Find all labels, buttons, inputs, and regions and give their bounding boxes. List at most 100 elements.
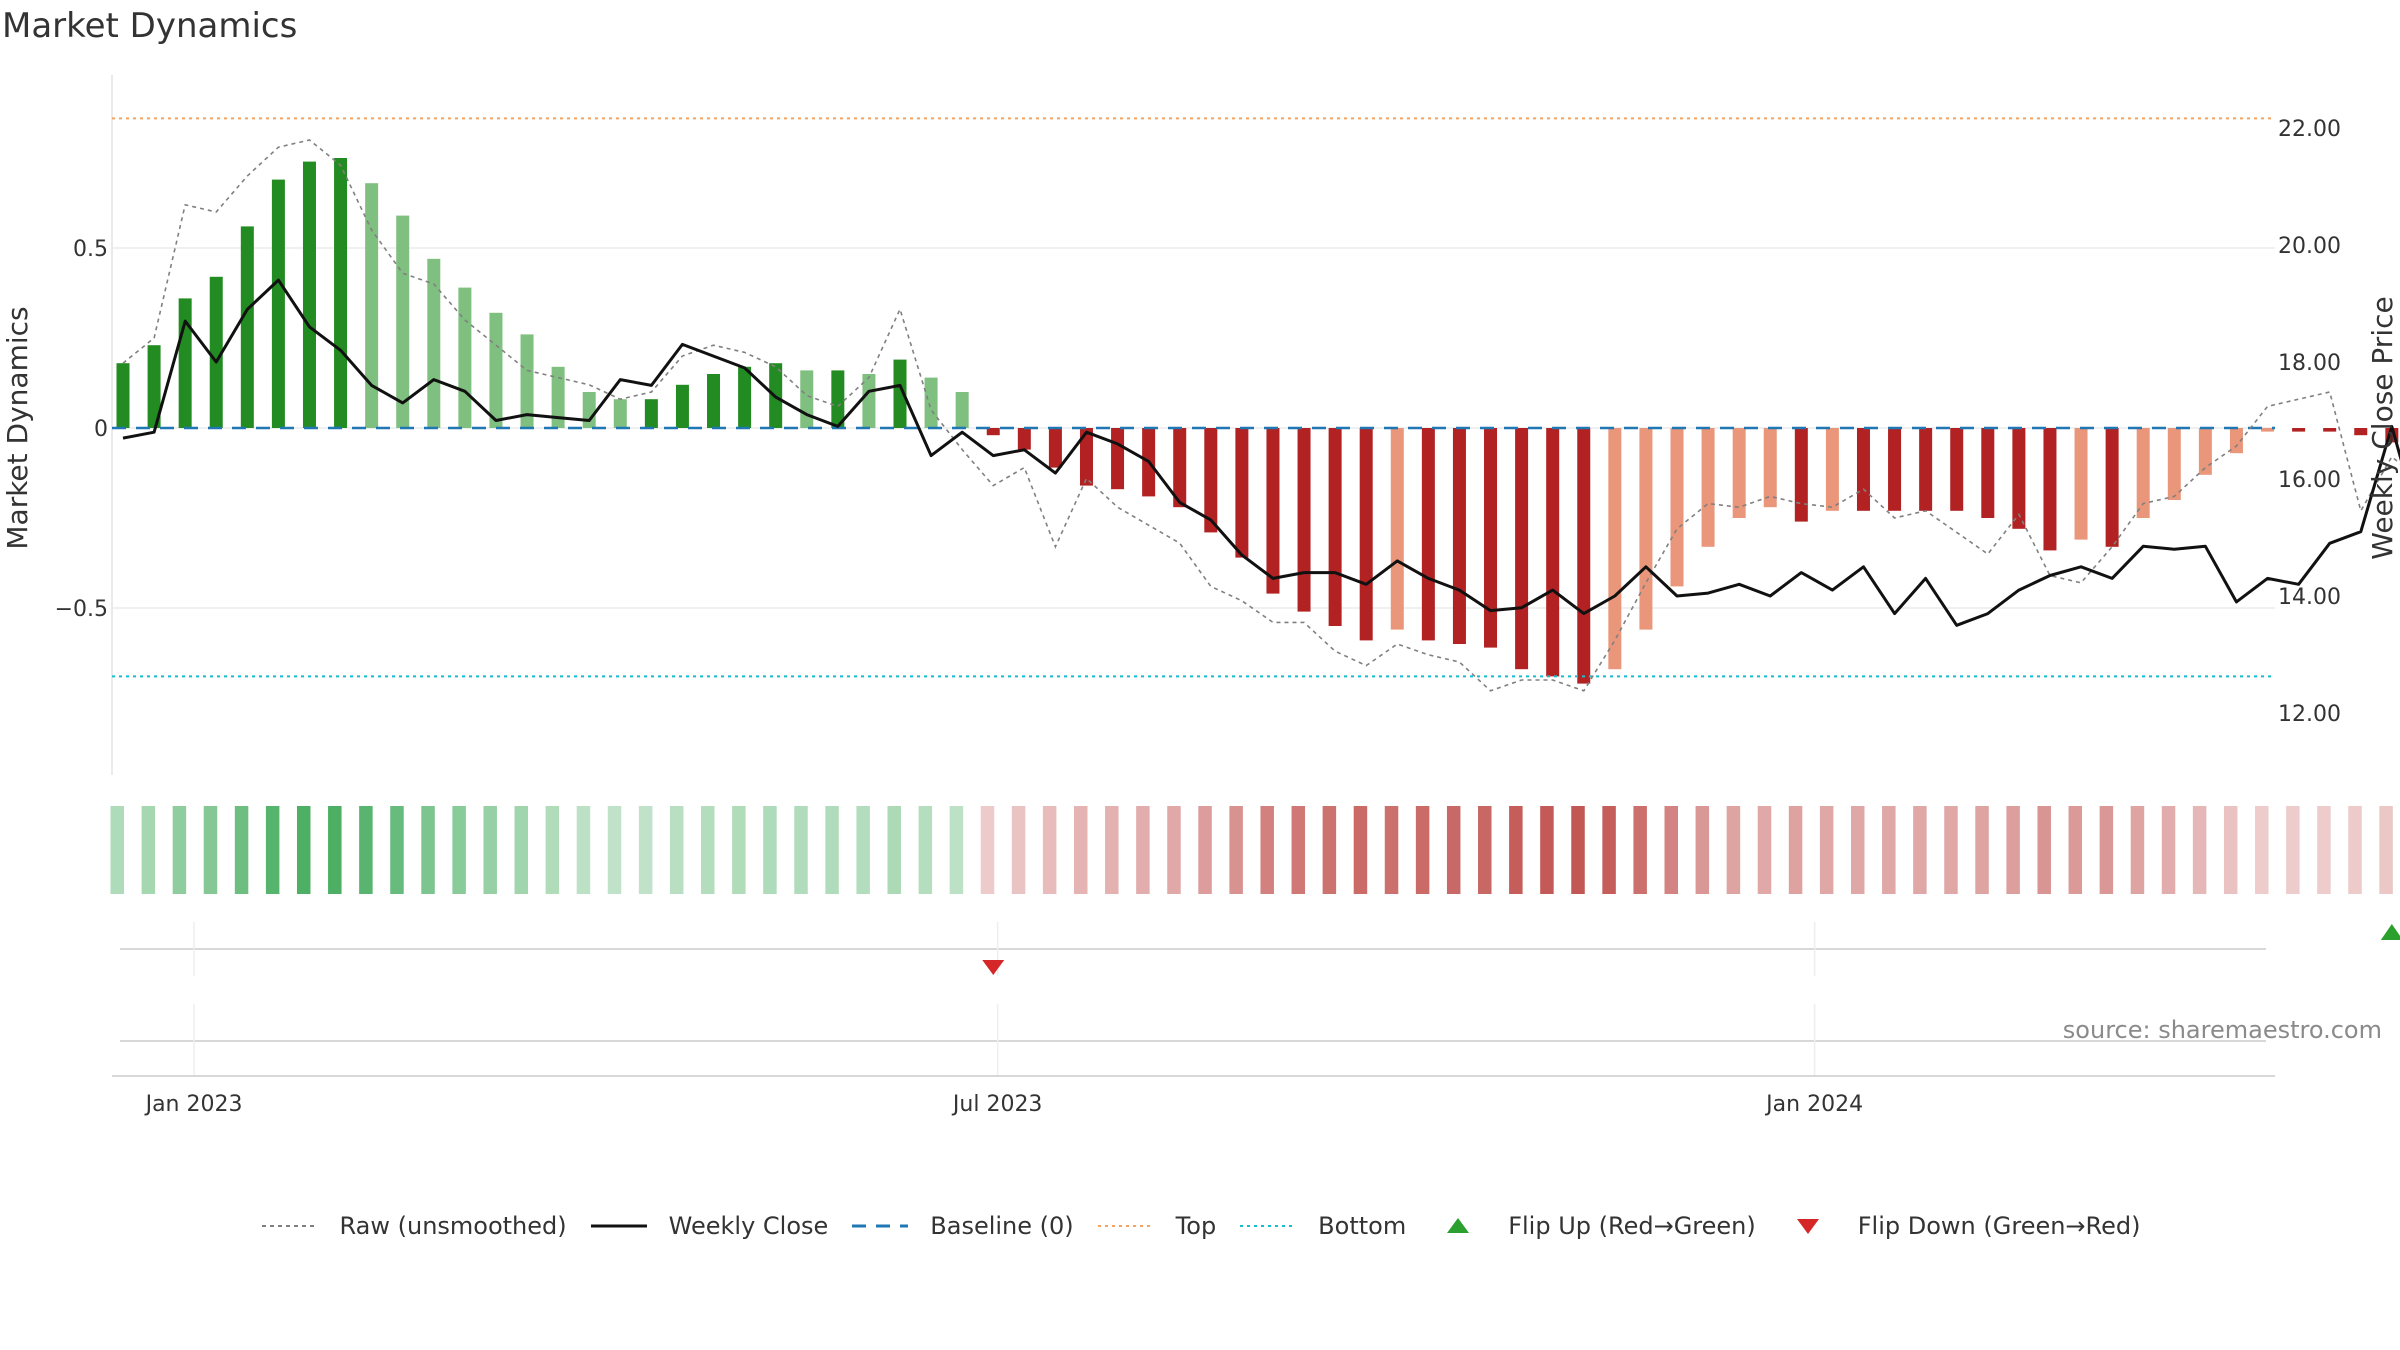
histogram-bar <box>2167 428 2181 500</box>
histogram-bar <box>1515 428 1529 670</box>
histogram-bar <box>365 183 379 428</box>
regime-cell <box>856 806 870 894</box>
chart-title: Market Dynamics <box>2 6 298 46</box>
legend-label-baseline: Baseline (0) <box>930 1212 1074 1240</box>
regime-cell <box>2068 806 2083 894</box>
regime-cell <box>1260 806 1274 894</box>
regime-cell <box>234 806 249 894</box>
legend-item-bottom: Bottom <box>1238 1212 1406 1240</box>
histogram-bar <box>1390 428 1404 630</box>
regime-cell <box>732 806 746 894</box>
legend-swatch-top <box>1096 1216 1166 1236</box>
series-lines <box>122 139 2400 692</box>
y2-tick-label: 18.00 <box>2278 351 2341 376</box>
regime-cell <box>1478 806 1492 894</box>
histogram-bar <box>147 345 161 428</box>
histogram-bar <box>2354 428 2368 436</box>
bottom-panel <box>120 1004 2266 1076</box>
regime-cell <box>390 806 404 894</box>
histogram-bar <box>986 428 1000 436</box>
regime-cell <box>576 806 591 894</box>
histogram-bar <box>1608 428 1622 670</box>
y2-tick-label: 12.00 <box>2278 702 2341 727</box>
histogram-bar <box>707 374 721 428</box>
regime-cell <box>2006 806 2020 894</box>
histogram-bar <box>1266 428 1280 594</box>
legend-item-flip_down: Flip Down (Green→Red) <box>1778 1212 2141 1240</box>
y-axis-title: Market Dynamics <box>1 306 34 549</box>
regime-cell <box>607 806 622 894</box>
regime-cell <box>2099 806 2114 894</box>
histogram-bar <box>1981 428 1995 518</box>
histogram-bar <box>1670 428 1684 587</box>
histogram-bar <box>1639 428 1653 630</box>
histogram-bar <box>1079 428 1093 486</box>
regime-cell <box>1042 806 1057 894</box>
legend-item-raw: Raw (unsmoothed) <box>260 1212 567 1240</box>
legend-item-top: Top <box>1096 1212 1217 1240</box>
regime-cell <box>1198 806 1212 894</box>
histogram-bar <box>1577 428 1591 684</box>
regime-cell <box>265 806 280 894</box>
histogram-bar <box>1204 428 1218 533</box>
histogram-bar <box>613 399 627 428</box>
legend-item-close: Weekly Close <box>589 1212 828 1240</box>
histogram-bar <box>1856 428 1870 511</box>
regime-cell <box>1664 806 1678 894</box>
histogram-bar <box>1794 428 1808 522</box>
regime-cell <box>1695 806 1710 894</box>
regime-cell <box>172 806 187 894</box>
histogram-bar <box>2261 428 2275 432</box>
legend-item-baseline: Baseline (0) <box>850 1212 1074 1240</box>
regime-cell <box>110 806 124 894</box>
histogram-bar <box>271 179 285 428</box>
histogram-bar <box>1701 428 1715 547</box>
histogram-bar <box>831 370 845 428</box>
regime-cell <box>141 806 156 894</box>
regime-cell <box>1788 806 1803 894</box>
regime-cell <box>359 806 373 894</box>
histogram-bar <box>862 374 876 428</box>
histogram-bar <box>209 276 223 428</box>
histogram-bar <box>924 377 938 428</box>
legend-label-raw: Raw (unsmoothed) <box>339 1212 567 1240</box>
regime-cell <box>701 806 715 894</box>
histogram-bar <box>1546 428 1560 677</box>
histogram-bar <box>2074 428 2088 540</box>
legend-label-top: Top <box>1175 1212 1217 1240</box>
y-tick-label: 0.5 <box>73 237 108 262</box>
legend-swatch-raw <box>260 1216 330 1236</box>
histogram-bar <box>1950 428 1964 511</box>
regime-cell <box>514 806 529 894</box>
histogram-bar <box>1048 428 1062 468</box>
histogram-bar <box>738 366 752 428</box>
regime-cell <box>1944 806 1958 894</box>
histogram-bar <box>1484 428 1498 648</box>
regime-cell <box>1540 806 1554 894</box>
regime-cell <box>1011 806 1026 894</box>
histogram-bar <box>396 215 410 428</box>
histogram-bar <box>489 312 503 428</box>
regime-cell <box>2317 806 2331 894</box>
histogram-bar <box>2198 428 2212 475</box>
histogram-bar <box>551 366 565 428</box>
regime-cell <box>1073 806 1088 894</box>
histogram-bar <box>1297 428 1311 612</box>
regime-cell <box>1913 806 1927 894</box>
regime-cell <box>2223 806 2238 894</box>
histogram-bar <box>2323 428 2337 432</box>
histogram-bar <box>2136 428 2150 518</box>
flip-up-marker <box>2380 924 2400 940</box>
regime-cell <box>483 806 497 894</box>
regime-cell <box>1819 806 1834 894</box>
regime-cell <box>2348 806 2362 894</box>
regime-cell <box>763 806 777 894</box>
source-credit: source: sharemaestro.com <box>2062 1016 2382 1044</box>
regime-cell <box>1136 806 1150 894</box>
y2-tick-label: 16.00 <box>2278 468 2341 493</box>
histogram-bar <box>520 334 534 428</box>
regime-cell <box>1882 806 1896 894</box>
regime-cell <box>1322 806 1337 894</box>
histogram-bar <box>2105 428 2119 547</box>
histogram-bar <box>644 399 658 428</box>
